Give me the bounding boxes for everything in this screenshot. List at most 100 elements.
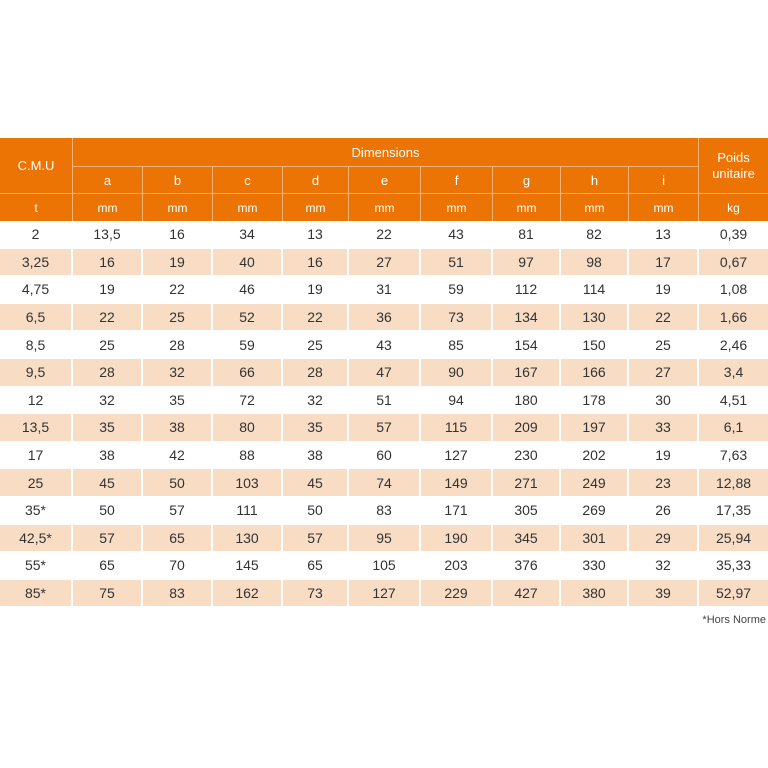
- table-cell: 85*: [0, 579, 73, 608]
- dimension-letter-header: d: [283, 167, 349, 194]
- dimension-letter-header: i: [629, 167, 700, 194]
- table-cell: 16: [283, 248, 349, 277]
- table-cell: 32: [283, 386, 349, 415]
- table-cell: 25: [73, 331, 143, 359]
- table-cell: 150: [561, 331, 629, 359]
- table-cell: 2: [0, 221, 73, 249]
- table-cell: 39: [629, 579, 700, 608]
- table-cell: 16: [73, 248, 143, 277]
- table-row: 2 13,5 16 34 13 22 43 81 82 13 0,39: [0, 221, 768, 249]
- table-row: 4,75 19 22 46 19 31 59 112 114 19 1,08: [0, 276, 768, 304]
- table-cell: 19: [143, 248, 213, 277]
- dimensions-header: Dimensions: [73, 138, 700, 167]
- table-cell: 22: [629, 303, 700, 332]
- table-cell: 8,5: [0, 331, 73, 359]
- table-cell: 55*: [0, 552, 73, 580]
- table-cell: 35,33: [699, 552, 768, 580]
- unit-header: mm: [283, 194, 349, 221]
- table-cell: 13,5: [0, 414, 73, 442]
- table-cell: 145: [213, 552, 283, 580]
- table-cell: 52,97: [699, 579, 768, 608]
- table-cell: 25: [0, 469, 73, 497]
- table-cell: 19: [629, 276, 700, 304]
- table-cell: 19: [73, 276, 143, 304]
- table-cell: 70: [143, 552, 213, 580]
- table-cell: 45: [283, 469, 349, 497]
- table-cell: 12: [0, 386, 73, 415]
- table-cell: 35: [143, 386, 213, 415]
- table-cell: 19: [283, 276, 349, 304]
- table-cell: 83: [143, 579, 213, 608]
- table-cell: 112: [493, 276, 561, 304]
- table-cell: 57: [349, 414, 421, 442]
- table-cell: 25: [143, 303, 213, 332]
- table-cell: 301: [561, 524, 629, 553]
- table-cell: 42,5*: [0, 524, 73, 553]
- table-cell: 249: [561, 469, 629, 497]
- unit-header: mm: [213, 194, 283, 221]
- dimension-letter-header: c: [213, 167, 283, 194]
- table-cell: 72: [213, 386, 283, 415]
- cmu-header: C.M.U: [0, 138, 73, 194]
- table-cell: 115: [421, 414, 493, 442]
- table-cell: 65: [73, 552, 143, 580]
- table-cell: 75: [73, 579, 143, 608]
- table-cell: 80: [213, 414, 283, 442]
- table-cell: 166: [561, 358, 629, 387]
- table-row: 17 38 42 88 38 60 127 230 202 19 7,63: [0, 441, 768, 470]
- table-cell: 83: [349, 496, 421, 525]
- table-cell: 202: [561, 441, 629, 470]
- table-cell: 38: [73, 441, 143, 470]
- table-cell: 46: [213, 276, 283, 304]
- table-cell: 17: [0, 441, 73, 470]
- table-cell: 38: [283, 441, 349, 470]
- table-cell: 16: [143, 221, 213, 249]
- poids-header-line2: unitaire: [712, 165, 755, 181]
- table-cell: 51: [421, 248, 493, 277]
- table-cell: 22: [73, 303, 143, 332]
- table-cell: 380: [561, 579, 629, 608]
- table-cell: 35: [73, 414, 143, 442]
- table-row: 42,5* 57 65 130 57 95 190 345 301 29 25,94: [0, 524, 768, 553]
- table-cell: 13: [629, 221, 700, 249]
- table-cell: 22: [349, 221, 421, 249]
- table-cell: 4,75: [0, 276, 73, 304]
- table-cell: 31: [349, 276, 421, 304]
- table-cell: 17: [629, 248, 700, 277]
- table-cell: 28: [143, 331, 213, 359]
- table-cell: 59: [213, 331, 283, 359]
- table-cell: 28: [283, 358, 349, 387]
- dimension-letter-header: g: [493, 167, 561, 194]
- table-cell: 28: [73, 358, 143, 387]
- table-cell: 35: [283, 414, 349, 442]
- table-row: 25 45 50 103 45 74 149 271 249 23 12,88: [0, 469, 768, 497]
- table-cell: 427: [493, 579, 561, 608]
- table-cell: 36: [349, 303, 421, 332]
- table-cell: 130: [561, 303, 629, 332]
- table-row: 3,25 16 19 40 16 27 51 97 98 17 0,67: [0, 248, 768, 277]
- table-cell: 38: [143, 414, 213, 442]
- table-cell: 12,88: [699, 469, 768, 497]
- unit-header: mm: [629, 194, 700, 221]
- table-cell: 111: [213, 496, 283, 525]
- table-row: 55* 65 70 145 65 105 203 376 330 32 35,33: [0, 552, 768, 580]
- table-cell: 25,94: [699, 524, 768, 553]
- table-cell: 34: [213, 221, 283, 249]
- table-cell: 154: [493, 331, 561, 359]
- unit-header: mm: [561, 194, 629, 221]
- table-cell: 230: [493, 441, 561, 470]
- unit-header: mm: [73, 194, 143, 221]
- table-cell: 25: [283, 331, 349, 359]
- table-cell: 3,25: [0, 248, 73, 277]
- poids-header: Poids unitaire: [699, 138, 768, 194]
- table-cell: 130: [213, 524, 283, 553]
- table-cell: 149: [421, 469, 493, 497]
- table-cell: 103: [213, 469, 283, 497]
- table-cell: 95: [349, 524, 421, 553]
- table-cell: 40: [213, 248, 283, 277]
- table-cell: 209: [493, 414, 561, 442]
- table-cell: 57: [73, 524, 143, 553]
- table-cell: 32: [629, 552, 700, 580]
